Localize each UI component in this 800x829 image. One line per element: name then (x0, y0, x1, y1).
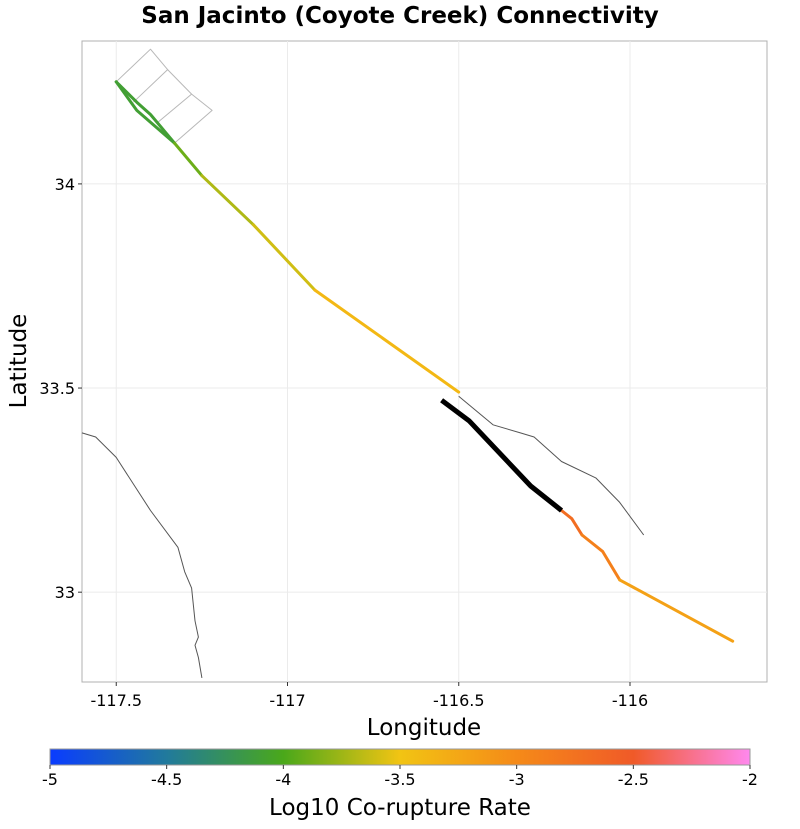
rupture-segment (313, 288, 461, 394)
segment-layer (114, 80, 735, 643)
x-tick-label: -116.5 (433, 691, 485, 710)
rupture-segment (114, 80, 176, 145)
rupture-segment (114, 80, 176, 145)
x-tick-label: -117 (269, 691, 305, 710)
rupture-segment (618, 578, 735, 643)
y-tick-layer: 33 33.5 34 (39, 175, 82, 602)
colorbar (49, 748, 751, 766)
y-tick-label: 33 (55, 583, 75, 602)
rupture-segment (580, 533, 622, 582)
outline-layer (81, 48, 645, 678)
colorbar-tick-layer: -5 -4.5 -4 -3.5 -3 -2.5 -2 (42, 765, 758, 789)
chart-title: San Jacinto (Coyote Creek) Connectivity (141, 3, 658, 29)
x-tick-label: -116 (612, 691, 648, 710)
x-tick-label: -117.5 (90, 691, 142, 710)
y-tick-label: 34 (55, 175, 75, 194)
colorbar-tick-label: -3 (509, 770, 525, 789)
east-trace-line (458, 395, 645, 536)
box-edge-1-line (115, 48, 169, 103)
box-edge-3-line (174, 93, 213, 144)
grid-layer (82, 41, 767, 682)
y-tick-label: 33.5 (39, 379, 75, 398)
plot-frame (81, 40, 768, 683)
colorbar-title: Log10 Co-rupture Rate (269, 795, 531, 821)
x-tick-layer: -117.5 -117 -116.5 -116 (90, 682, 648, 710)
rupture-segment (560, 509, 584, 537)
colorbar-tick-label: -3.5 (384, 770, 415, 789)
colorbar-tick-label: -4.5 (151, 770, 182, 789)
y-axis-title: Latitude (6, 314, 32, 409)
source-section (440, 398, 564, 513)
rupture-segment (251, 223, 317, 292)
rupture-segment (200, 174, 255, 227)
x-axis-title: Longitude (367, 715, 481, 741)
colorbar-tick-label: -4 (275, 770, 291, 789)
colorbar-tick-label: -2 (742, 770, 758, 789)
coastline-line (81, 432, 203, 678)
colorbar-tick-label: -5 (42, 770, 58, 789)
source-layer (440, 398, 564, 513)
rupture-segment (173, 141, 204, 178)
colorbar-tick-label: -2.5 (618, 770, 649, 789)
